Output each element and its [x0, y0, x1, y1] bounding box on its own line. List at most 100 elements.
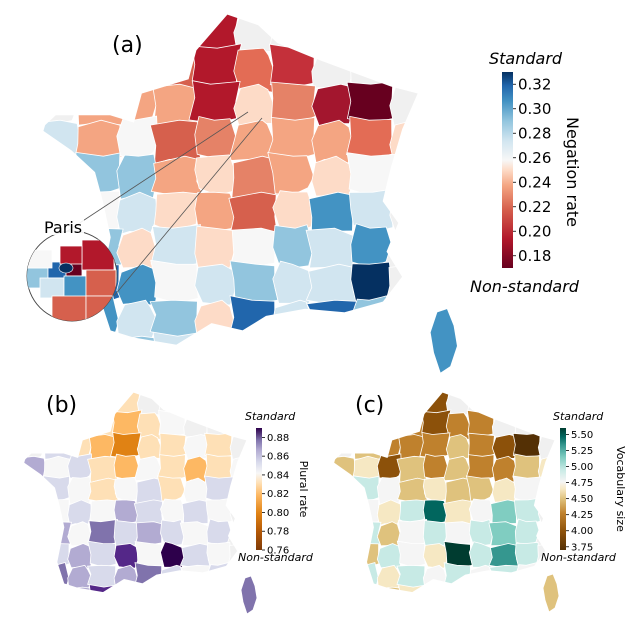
department-region: [353, 562, 379, 590]
department-region: [74, 119, 123, 160]
department-region: [205, 497, 233, 525]
department-region: [231, 227, 276, 268]
colorbar-tick-label: 0.30: [518, 100, 551, 118]
colorbar-c-top-title: Standard: [553, 410, 604, 423]
panel-b: (b) Standard 0.88 0.86 0.84 0.82 0.80 0.78 0.7…: [21, 391, 314, 615]
department-region: [89, 499, 117, 525]
department-region: [194, 154, 237, 196]
department-region: [311, 83, 354, 127]
department-region: [22, 543, 48, 570]
department-region: [229, 477, 247, 505]
department-region: [332, 543, 358, 570]
department-region: [183, 434, 209, 461]
department-region: [40, 80, 81, 125]
colorbar-tick-label: 0.32: [518, 76, 551, 94]
colorbar-a-ticks: 0.32 0.30 0.28 0.26 0.24 0.22 0.20 0.18: [513, 76, 551, 265]
department-region: [332, 392, 356, 416]
inset-department: [51, 295, 87, 321]
department-region: [376, 499, 402, 526]
department-region: [22, 521, 47, 546]
department-region: [468, 586, 494, 593]
department-region: [179, 543, 213, 569]
department-region: [40, 119, 81, 164]
department-region: [40, 14, 81, 52]
department-region: [158, 409, 189, 437]
department-region: [346, 115, 395, 160]
department-region: [269, 43, 320, 88]
department-region: [110, 431, 142, 459]
department-region: [488, 564, 520, 590]
department-region: [44, 562, 70, 590]
department-region: [308, 191, 357, 234]
department-region: [113, 476, 139, 503]
department-region: [22, 499, 47, 526]
department-region: [22, 477, 47, 504]
department-region: [133, 499, 164, 525]
panel-b-label: (b): [46, 393, 77, 418]
department-region: [194, 299, 237, 345]
colorbar-a-axis-label: Negation rate: [563, 117, 582, 227]
department-region: [160, 586, 186, 593]
colorbar-c-ticks: 5.50 5.25 5.00 4.75 4.50 4.25 4.00 3.75: [566, 430, 593, 553]
map-b: [21, 391, 258, 615]
department-region: [388, 299, 419, 344]
department-region: [332, 431, 356, 460]
corsica-region: [429, 308, 458, 374]
department-region: [513, 497, 541, 525]
department-region: [311, 155, 354, 197]
colorbar-tick-label: 0.26: [518, 149, 551, 167]
department-region: [422, 543, 448, 569]
department-region: [114, 335, 162, 346]
department-region: [228, 191, 278, 234]
colorbar-c-bar: [560, 428, 566, 550]
department-region: [41, 519, 73, 546]
colorbar-a-bottom-title: Non-standard: [470, 277, 580, 296]
department-region: [87, 540, 117, 568]
department-region: [514, 586, 540, 593]
colorbar-tick-label: 4.50: [571, 494, 593, 505]
map-c: [331, 391, 560, 613]
colorbar-b: Standard 0.88 0.86 0.84 0.82 0.80 0.78 0.76 Pl…: [238, 410, 314, 564]
department-region: [66, 586, 95, 593]
department-region: [389, 47, 419, 89]
department-region: [488, 543, 521, 569]
map-a: [39, 13, 458, 374]
department-region: [88, 584, 120, 593]
department-region: [396, 540, 426, 568]
colorbar-b-top-title: Standard: [245, 410, 296, 423]
department-region: [188, 80, 241, 124]
department-region: [383, 227, 419, 271]
department-region: [269, 14, 320, 52]
colorbar-tick-label: 4.75: [571, 478, 593, 489]
department-region: [152, 331, 203, 346]
department-region: [422, 564, 448, 593]
inset-map: [27, 239, 117, 321]
inset-department: [27, 249, 53, 269]
department-region: [398, 584, 429, 593]
department-region: [41, 540, 72, 568]
department-region: [77, 331, 120, 346]
department-region: [353, 584, 379, 593]
department-region: [40, 335, 83, 346]
colorbar-tick-label: 5.00: [571, 462, 593, 473]
department-region: [194, 335, 237, 346]
department-region: [422, 476, 448, 503]
department-region: [67, 499, 93, 526]
department-region: [156, 475, 186, 503]
department-region: [87, 477, 120, 503]
colorbar-c-bottom-title: Non-standard: [541, 551, 617, 564]
department-region: [113, 586, 139, 593]
department-region: [421, 409, 452, 437]
colorbar-tick-label: 0.20: [518, 223, 551, 241]
department-region: [376, 543, 402, 569]
department-region: [512, 410, 543, 437]
department-region: [350, 335, 393, 346]
corsica-region: [240, 575, 258, 615]
panel-a-label: (a): [112, 33, 143, 58]
department-region: [22, 586, 48, 593]
department-region: [514, 562, 540, 592]
department-region: [194, 263, 237, 306]
department-region: [206, 562, 232, 592]
department-region: [205, 392, 235, 416]
colorbar-tick-label: 4.00: [571, 526, 593, 537]
